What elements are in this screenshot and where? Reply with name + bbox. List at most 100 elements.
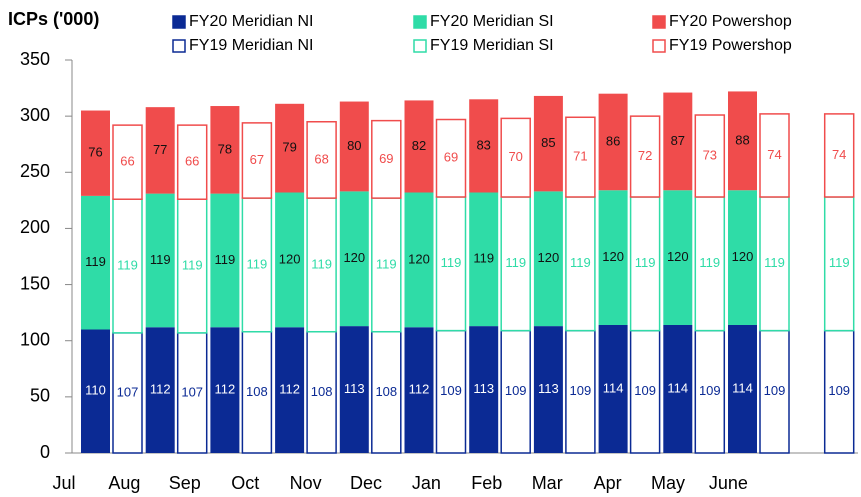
bar-segment: [823, 196, 855, 332]
data-label: 70: [508, 149, 522, 164]
data-label: 120: [343, 250, 365, 265]
data-label: 119: [215, 252, 236, 267]
bar-segment: [598, 190, 628, 325]
data-label: 109: [764, 383, 786, 398]
x-tick-label: Dec: [350, 473, 382, 493]
data-label: 119: [311, 256, 332, 271]
bar-segment: [663, 190, 693, 325]
data-label: 67: [250, 152, 264, 167]
data-label: 120: [667, 249, 689, 264]
bar-segment: [759, 113, 790, 198]
bar-segment: [694, 114, 726, 198]
bar-segment: [469, 192, 499, 327]
bar-segment: [404, 192, 434, 328]
data-label: 119: [182, 257, 203, 272]
y-tick-label: 0: [40, 442, 50, 462]
bar-segment: [210, 193, 240, 328]
x-tick-label: June: [709, 473, 748, 493]
data-label: 109: [505, 383, 527, 398]
data-label: 108: [246, 384, 268, 399]
data-label: 119: [635, 255, 656, 270]
bar-segment: [275, 103, 305, 193]
data-label: 119: [764, 255, 785, 270]
bar-segment: [404, 327, 434, 453]
data-label: 73: [703, 147, 717, 162]
bar-segment: [81, 329, 110, 453]
bar-segment: [145, 327, 175, 453]
data-label: 114: [667, 380, 688, 395]
data-label: 109: [570, 383, 592, 398]
data-label: 120: [408, 251, 430, 266]
data-label: 119: [829, 255, 850, 270]
x-tick-label: Jul: [52, 473, 75, 493]
chart-title: ICPs ('000): [8, 9, 99, 29]
bar-segment: [533, 326, 563, 453]
data-label: 120: [279, 251, 301, 266]
x-tick-label: Jan: [412, 473, 441, 493]
bar-segment: [565, 116, 596, 198]
bar-segment: [759, 196, 790, 332]
bar-segment: [500, 196, 531, 332]
data-label: 69: [379, 151, 393, 166]
bar-segment: [275, 192, 305, 328]
data-label: 88: [735, 132, 749, 147]
y-tick-label: 50: [30, 386, 50, 406]
data-label: 69: [444, 150, 458, 165]
bar-segment: [306, 197, 337, 333]
data-label: 74: [832, 147, 846, 162]
bar-segment: [404, 100, 434, 193]
data-label: 114: [603, 380, 624, 395]
data-label: 109: [440, 383, 462, 398]
data-label: 107: [181, 384, 203, 399]
bar-segment: [663, 92, 693, 191]
data-label: 80: [347, 138, 361, 153]
data-label: 109: [634, 383, 656, 398]
bar-segment: [210, 106, 240, 194]
legend-swatch: [172, 39, 186, 53]
bar-segment: [371, 119, 402, 199]
data-label: 119: [376, 256, 397, 271]
data-label: 119: [570, 255, 591, 270]
bar-segment: [275, 327, 305, 453]
data-label: 120: [732, 249, 754, 264]
bar-segment: [339, 101, 369, 192]
data-label: 86: [606, 133, 620, 148]
bar-segment: [371, 197, 402, 333]
bar-segment: [728, 324, 757, 453]
data-label: 119: [699, 255, 720, 270]
legend-label: FY19 Meridian SI: [430, 37, 554, 54]
data-label: 110: [85, 383, 106, 398]
legend-swatch: [652, 39, 666, 53]
bar-segment: [339, 191, 369, 327]
data-label: 109: [699, 383, 721, 398]
y-tick-label: 150: [20, 273, 50, 293]
bar-segment: [823, 113, 855, 198]
y-tick-label: 350: [20, 49, 50, 69]
data-label: 113: [344, 381, 365, 396]
legend-swatch: [413, 15, 427, 29]
bar-segment: [598, 93, 628, 191]
legend-swatch: [172, 15, 186, 29]
data-label: 66: [120, 154, 134, 169]
bar-segment: [112, 198, 143, 334]
legend-swatch: [413, 39, 427, 53]
data-label: 119: [85, 254, 106, 269]
bar-segment: [339, 326, 369, 453]
data-label: 113: [473, 381, 494, 396]
bar-segment: [759, 329, 790, 454]
data-label: 112: [409, 382, 430, 397]
data-label: 66: [185, 154, 199, 169]
data-label: 119: [473, 251, 494, 266]
bar-segment: [469, 326, 499, 453]
x-tick-label: May: [651, 473, 685, 493]
bar-segment: [694, 329, 726, 454]
data-label: 71: [573, 149, 587, 164]
bar-segment: [565, 329, 596, 454]
data-label: 113: [538, 381, 559, 396]
bar-segment: [728, 91, 757, 191]
data-label: 76: [88, 145, 102, 160]
legend-label: FY20 Powershop: [669, 13, 792, 30]
bar-segment: [500, 329, 531, 454]
bar-segment: [241, 330, 273, 454]
